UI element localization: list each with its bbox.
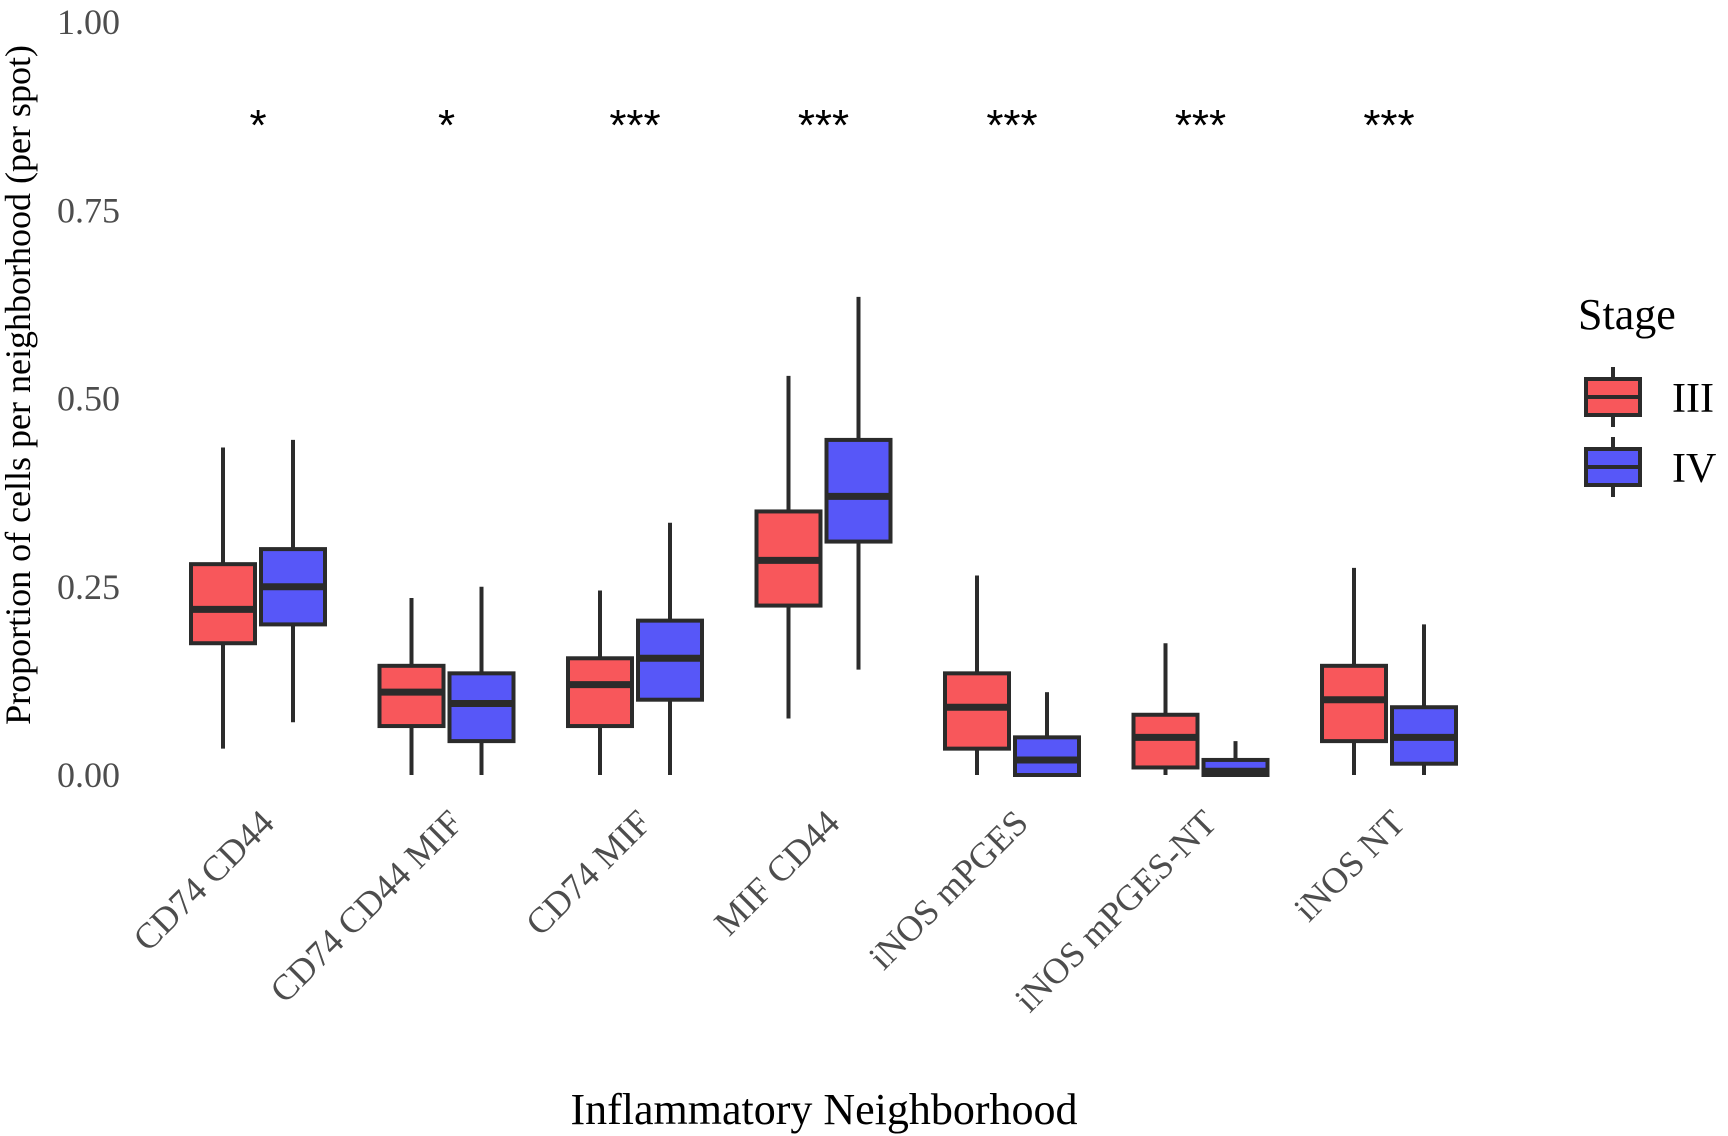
x-tick-label: iNOS mPGES	[861, 802, 1036, 977]
box-groups	[189, 296, 1458, 778]
y-axis-ticks: 0.00 0.25 0.50 0.75 1.00	[57, 2, 120, 795]
x-tick-label: MIF CD44	[706, 802, 847, 943]
box-iqr	[943, 671, 1011, 751]
significance-marker: *	[438, 101, 455, 150]
box-III-6	[1320, 567, 1388, 775]
box-IV-5	[1201, 741, 1270, 778]
box-iqr	[1320, 663, 1388, 744]
x-tick-label: iNOS mPGES-NT	[1007, 802, 1224, 1019]
box-III-0	[189, 447, 257, 749]
box-III-1	[377, 598, 446, 775]
box-iqr	[377, 663, 446, 729]
box-iqr	[1013, 735, 1081, 777]
significance-marker: ***	[986, 101, 1037, 150]
legend-item-IV: IV	[1584, 437, 1716, 497]
x-axis-title: Inflammatory Neighborhood	[570, 1085, 1077, 1134]
legend: Stage III IV	[1578, 290, 1716, 497]
significance-markers: * * *** *** *** *** ***	[249, 101, 1414, 150]
box-III-3	[754, 375, 823, 719]
x-tick-label: CD74 MIF	[518, 802, 659, 943]
y-tick-label: 1.00	[57, 2, 120, 42]
y-tick-label: 0.75	[57, 190, 120, 230]
box-III-4	[943, 575, 1011, 775]
y-tick-label: 0.50	[57, 379, 120, 419]
x-tick-label: CD74 CD44 MIF	[262, 802, 470, 1010]
x-tick-label: CD74 CD44	[125, 802, 281, 958]
y-axis-title: Proportion of cells per neighborhood (pe…	[0, 45, 38, 725]
significance-marker: ***	[1363, 101, 1414, 150]
significance-marker: ***	[609, 101, 660, 150]
significance-marker: ***	[1175, 101, 1226, 150]
box-IV-2	[636, 522, 704, 775]
y-tick-label: 0.25	[57, 567, 120, 607]
box-IV-3	[824, 296, 893, 670]
legend-title: Stage	[1578, 290, 1676, 339]
box-iqr	[447, 671, 516, 744]
legend-item-III: III	[1584, 367, 1714, 427]
box-IV-1	[447, 586, 516, 775]
significance-marker: ***	[798, 101, 849, 150]
box-IV-6	[1390, 624, 1458, 775]
legend-label: III	[1672, 376, 1714, 422]
box-III-5	[1131, 643, 1200, 775]
box-iqr	[566, 656, 634, 729]
x-tick-label: iNOS NT	[1286, 802, 1413, 929]
box-III-2	[566, 590, 634, 775]
significance-marker: *	[249, 101, 266, 150]
box-iqr	[1131, 712, 1200, 770]
box-iqr	[824, 437, 893, 544]
box-IV-0	[259, 439, 327, 723]
legend-label: IV	[1672, 446, 1716, 492]
box-IV-4	[1013, 692, 1081, 777]
box-iqr	[189, 562, 257, 646]
y-tick-label: 0.00	[57, 755, 120, 795]
